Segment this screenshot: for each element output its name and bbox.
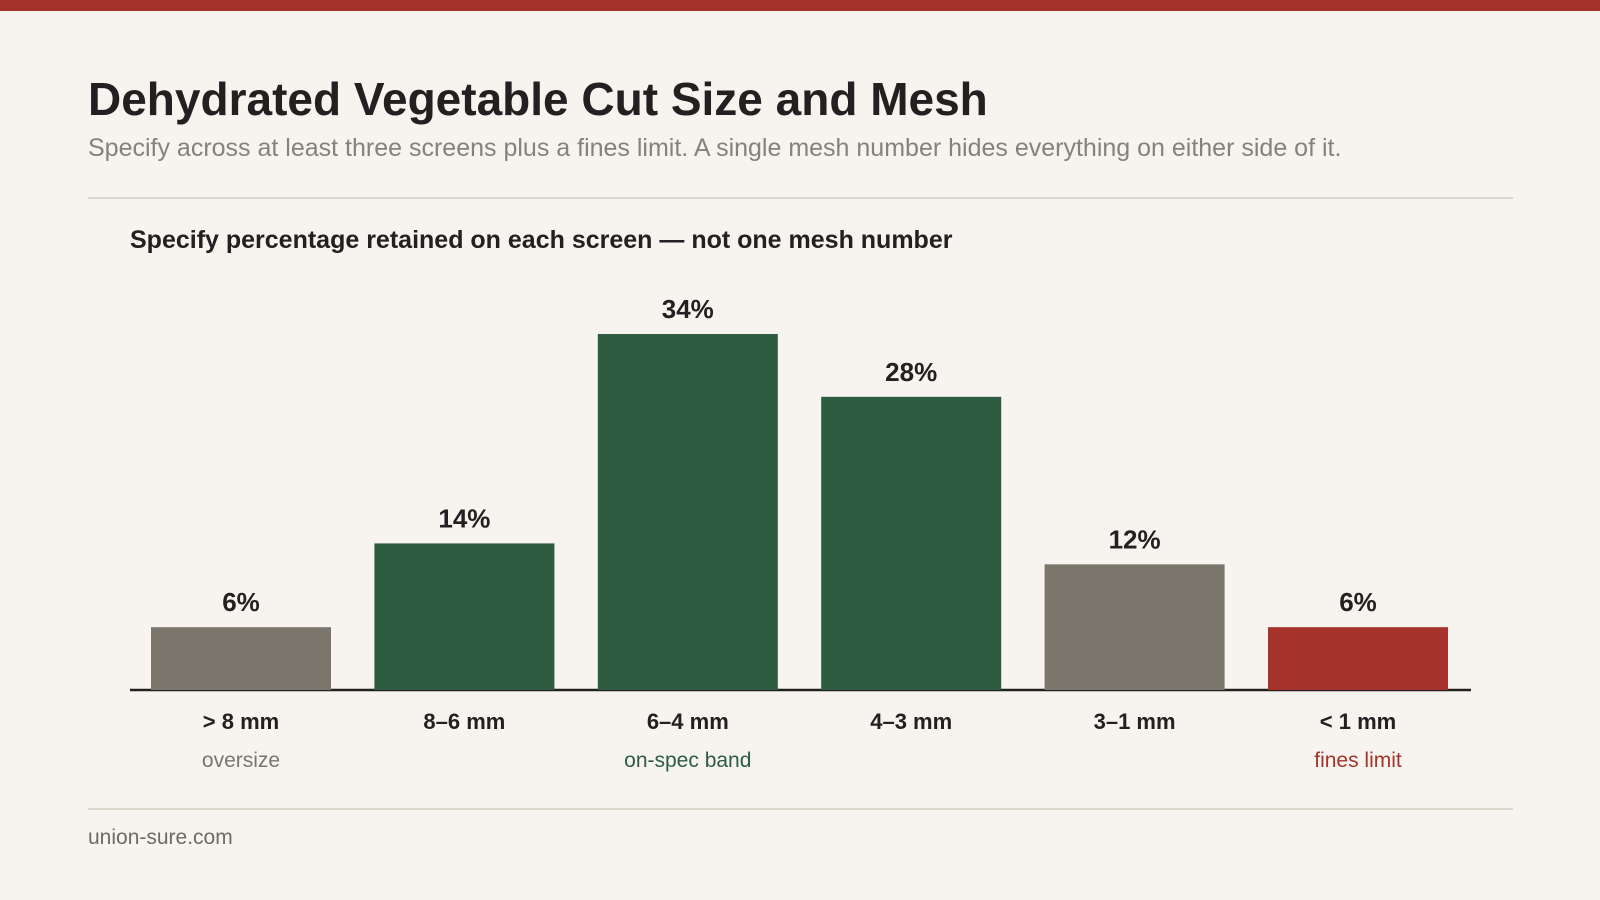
bar-chart: 6% 14% 34% 28% 12% 6% > 8 mm 8–6 mm 6–4 mm 4–3 m… xyxy=(130,294,1471,772)
value-label-2: 34% xyxy=(662,294,714,324)
page-title: Dehydrated Vegetable Cut Size and Mesh xyxy=(88,73,988,125)
bar-5 xyxy=(1268,627,1448,690)
footer-source: union-sure.com xyxy=(88,826,233,849)
chart-title: Specify percentage retained on each scre… xyxy=(130,226,953,254)
annotation-on-spec-band: on-spec band xyxy=(624,749,751,772)
category-label-3: 4–3 mm xyxy=(870,709,952,734)
category-label-4: 3–1 mm xyxy=(1094,709,1176,734)
value-label-3: 28% xyxy=(885,357,937,387)
top-accent-bar xyxy=(0,0,1600,11)
bar-0 xyxy=(151,627,331,690)
category-label-1: 8–6 mm xyxy=(423,709,505,734)
bar-2 xyxy=(597,334,778,690)
bars-group xyxy=(151,334,1448,690)
value-labels-group: 6% 14% 34% 28% 12% 6% xyxy=(222,294,1377,617)
annotation-oversize: oversize xyxy=(202,749,280,772)
bar-3 xyxy=(821,396,1002,690)
category-label-5: < 1 mm xyxy=(1320,709,1396,734)
value-label-0: 6% xyxy=(222,587,260,617)
value-label-1: 14% xyxy=(438,503,490,533)
bar-4 xyxy=(1044,564,1225,690)
bar-1 xyxy=(374,543,555,690)
category-labels-group: > 8 mm 8–6 mm 6–4 mm 4–3 mm 3–1 mm < 1 mm xyxy=(203,709,1396,734)
annotation-fines-limit: fines limit xyxy=(1314,749,1402,772)
footer-divider xyxy=(88,808,1513,810)
annotation-labels-group: oversize on-spec band fines limit xyxy=(202,749,1402,772)
page-subtitle: Specify across at least three screens pl… xyxy=(88,134,1342,162)
header-divider xyxy=(88,197,1513,199)
category-label-2: 6–4 mm xyxy=(647,709,729,734)
value-label-4: 12% xyxy=(1109,524,1161,554)
category-label-0: > 8 mm xyxy=(203,709,279,734)
value-label-5: 6% xyxy=(1339,587,1377,617)
